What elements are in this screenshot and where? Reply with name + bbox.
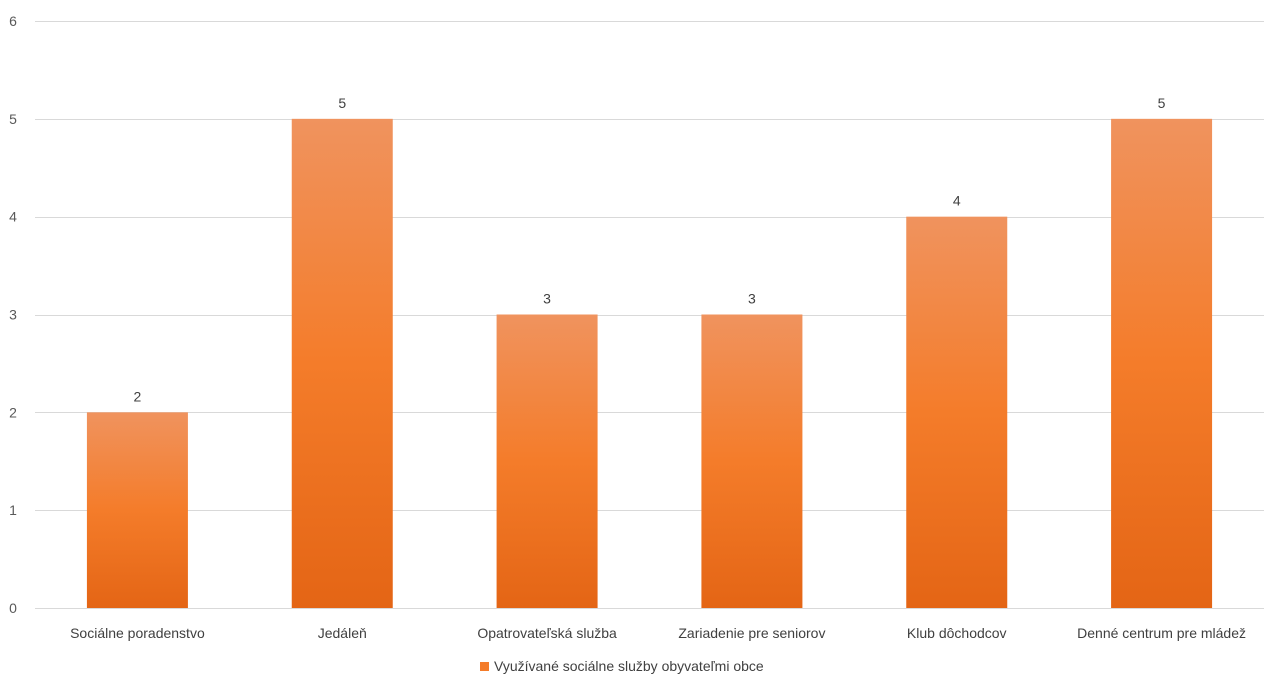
bar [291, 118, 393, 608]
x-tick-label: Zariadenie pre seniorov [678, 625, 825, 641]
x-axis: Sociálne poradenstvo Jedáleň Opatrovateľsk… [70, 625, 1246, 641]
data-label: 5 [1158, 95, 1166, 111]
data-label: 3 [748, 291, 756, 307]
bar [86, 412, 188, 608]
data-label: 5 [338, 95, 346, 111]
x-tick-label: Klub dôchodcov [907, 625, 1007, 641]
legend-label: Využívané sociálne služby obyvateľmi obc… [494, 658, 764, 674]
bar [906, 216, 1008, 608]
y-tick-label: 0 [9, 600, 17, 616]
y-tick-label: 4 [9, 209, 17, 225]
x-tick-label: Opatrovateľská služba [477, 625, 617, 641]
y-tick-label: 6 [9, 13, 17, 29]
x-tick-label: Denné centrum pre mládež [1077, 625, 1246, 641]
data-label: 3 [543, 291, 551, 307]
y-tick-label: 3 [9, 307, 17, 323]
y-axis: 0 1 2 3 4 5 6 [9, 13, 17, 616]
legend-swatch [480, 662, 489, 671]
legend: Využívané sociálne služby obyvateľmi obc… [480, 658, 764, 674]
data-label: 2 [134, 388, 142, 404]
x-tick-label: Sociálne poradenstvo [70, 625, 205, 641]
y-tick-label: 5 [9, 111, 17, 127]
bar [496, 314, 598, 608]
bars [86, 118, 1213, 608]
data-labels: 2 5 3 3 4 5 [134, 95, 1166, 405]
y-tick-label: 2 [9, 404, 17, 420]
data-label: 4 [953, 193, 961, 209]
bar [1111, 118, 1213, 608]
gridlines [35, 21, 1264, 609]
y-tick-label: 1 [9, 502, 17, 518]
x-tick-label: Jedáleň [318, 625, 367, 641]
bar [701, 314, 803, 608]
